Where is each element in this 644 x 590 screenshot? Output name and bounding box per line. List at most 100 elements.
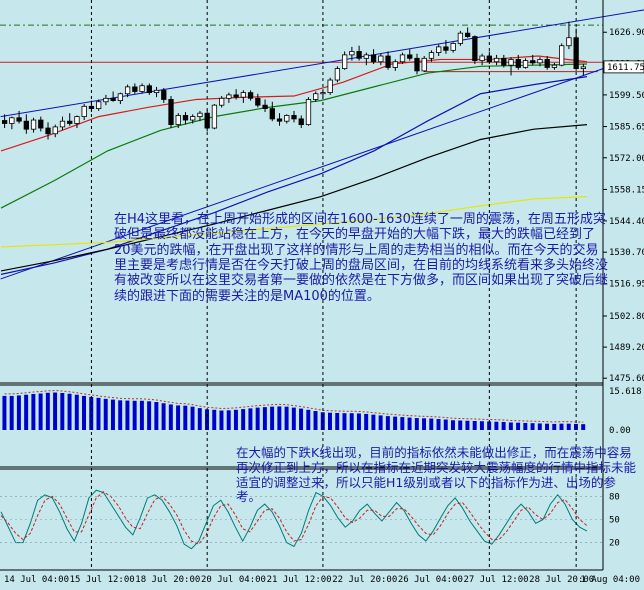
candle-13 — [96, 99, 102, 111]
stochastic-tick-label-1: 50 — [609, 516, 620, 526]
macd-bar-50 — [364, 413, 369, 430]
candle-body-39 — [284, 115, 290, 122]
candle-body-47 — [341, 54, 348, 69]
macd-bar-26 — [190, 406, 195, 430]
macd-bar-42 — [306, 409, 311, 430]
candle-body-76 — [551, 64, 558, 68]
candle-69 — [501, 54, 507, 68]
candle-54 — [392, 59, 398, 71]
main-price-pane — [0, 9, 644, 280]
macd-bar-43 — [313, 411, 318, 430]
candle-61 — [443, 40, 449, 54]
time-tick-label-4: 21 Jul 12:00 — [267, 575, 332, 585]
candle-32 — [233, 89, 239, 100]
macd-bar-36 — [262, 407, 267, 430]
current-price-box — [603, 60, 644, 74]
candle-body-80 — [580, 66, 587, 69]
candle-77 — [559, 43, 565, 67]
macd-bar-74 — [537, 423, 542, 430]
time-tick-label-0: 14 Jul 04:00 — [4, 575, 69, 585]
macd-bar-4 — [31, 393, 36, 430]
candle-body-33 — [240, 92, 247, 98]
candle-body-63 — [457, 32, 464, 44]
candle-body-3 — [23, 120, 29, 130]
price-tick-label-4: 1572.00 — [609, 154, 644, 164]
candle-body-4 — [30, 119, 37, 130]
macd-bar-66 — [479, 421, 484, 430]
macd-bar-67 — [487, 421, 492, 430]
candle-body-13 — [96, 101, 102, 110]
candle-62 — [450, 42, 456, 53]
candle-body-32 — [233, 94, 239, 98]
candle-body-14 — [103, 97, 109, 103]
candle-body-46 — [334, 68, 341, 81]
moving-average-3 — [0, 124, 588, 272]
macd-bar-17 — [125, 400, 130, 430]
price-tick-label-0: 1626.90 — [609, 28, 644, 38]
current-price-label: 1611.75 — [607, 63, 644, 73]
macd-bar-1 — [9, 395, 14, 430]
candle-53 — [385, 51, 391, 70]
candle-body-45 — [327, 79, 333, 94]
candle-body-10 — [74, 116, 80, 124]
candle-body-0 — [1, 120, 8, 124]
candle-body-5 — [38, 119, 44, 129]
candle-body-37 — [269, 108, 275, 120]
macd-bar-71 — [516, 422, 521, 430]
candle-1 — [9, 116, 15, 130]
candle-body-40 — [291, 115, 297, 120]
macd-bar-15 — [110, 399, 115, 430]
candle-body-60 — [436, 46, 442, 53]
candle-37 — [269, 101, 275, 122]
candle-body-42 — [305, 99, 312, 126]
candle-body-25 — [182, 115, 189, 121]
macd-bar-39 — [284, 406, 289, 430]
candle-body-62 — [450, 43, 456, 51]
candle-4 — [30, 117, 37, 133]
candle-body-69 — [501, 57, 507, 66]
time-tick-label-2: 18 Jul 20:00 — [135, 575, 200, 585]
candle-48 — [349, 46, 355, 61]
candle-body-68 — [493, 57, 500, 63]
macd-bar-30 — [219, 410, 224, 430]
macd-bar-16 — [118, 400, 123, 430]
candle-19 — [139, 83, 145, 94]
candle-body-17 — [124, 86, 131, 95]
macd-bar-41 — [299, 408, 304, 430]
price-tick-label-5: 1558.15 — [609, 185, 644, 195]
macd-bar-3 — [24, 394, 29, 430]
macd-bar-65 — [472, 420, 477, 430]
macd-bar-70 — [508, 422, 513, 430]
stochastic-line-1 — [0, 491, 588, 545]
candle-80 — [580, 64, 587, 76]
candle-body-55 — [399, 54, 406, 63]
macd-bar-5 — [38, 393, 43, 430]
candle-body-75 — [544, 59, 550, 68]
macd-bar-10 — [74, 394, 79, 430]
time-tick-label-1: 15 Jul 12:00 — [70, 575, 135, 585]
stochastic-indicator-pane — [0, 489, 603, 550]
candle-78 — [566, 21, 572, 50]
candle-body-22 — [161, 89, 167, 100]
candle-body-61 — [443, 46, 449, 51]
candle-body-77 — [559, 45, 565, 66]
candle-body-78 — [566, 37, 572, 47]
candle-55 — [399, 52, 406, 65]
candle-15 — [110, 91, 116, 102]
candle-42 — [305, 97, 312, 126]
price-tick-label-11: 1475.60 — [609, 374, 644, 384]
macd-bar-38 — [277, 406, 282, 430]
candle-body-2 — [16, 117, 22, 122]
candle-body-19 — [139, 85, 145, 92]
macd-bar-31 — [226, 410, 231, 430]
time-tick-label-7: 27 Jul 12:00 — [464, 575, 529, 585]
candle-25 — [182, 112, 189, 125]
candle-body-49 — [356, 51, 362, 59]
macd-bar-46 — [335, 412, 340, 430]
candle-0 — [1, 114, 8, 129]
candle-73 — [530, 54, 536, 66]
candle-3 — [23, 114, 29, 134]
macd-bar-18 — [132, 400, 137, 430]
candle-36 — [262, 99, 268, 113]
